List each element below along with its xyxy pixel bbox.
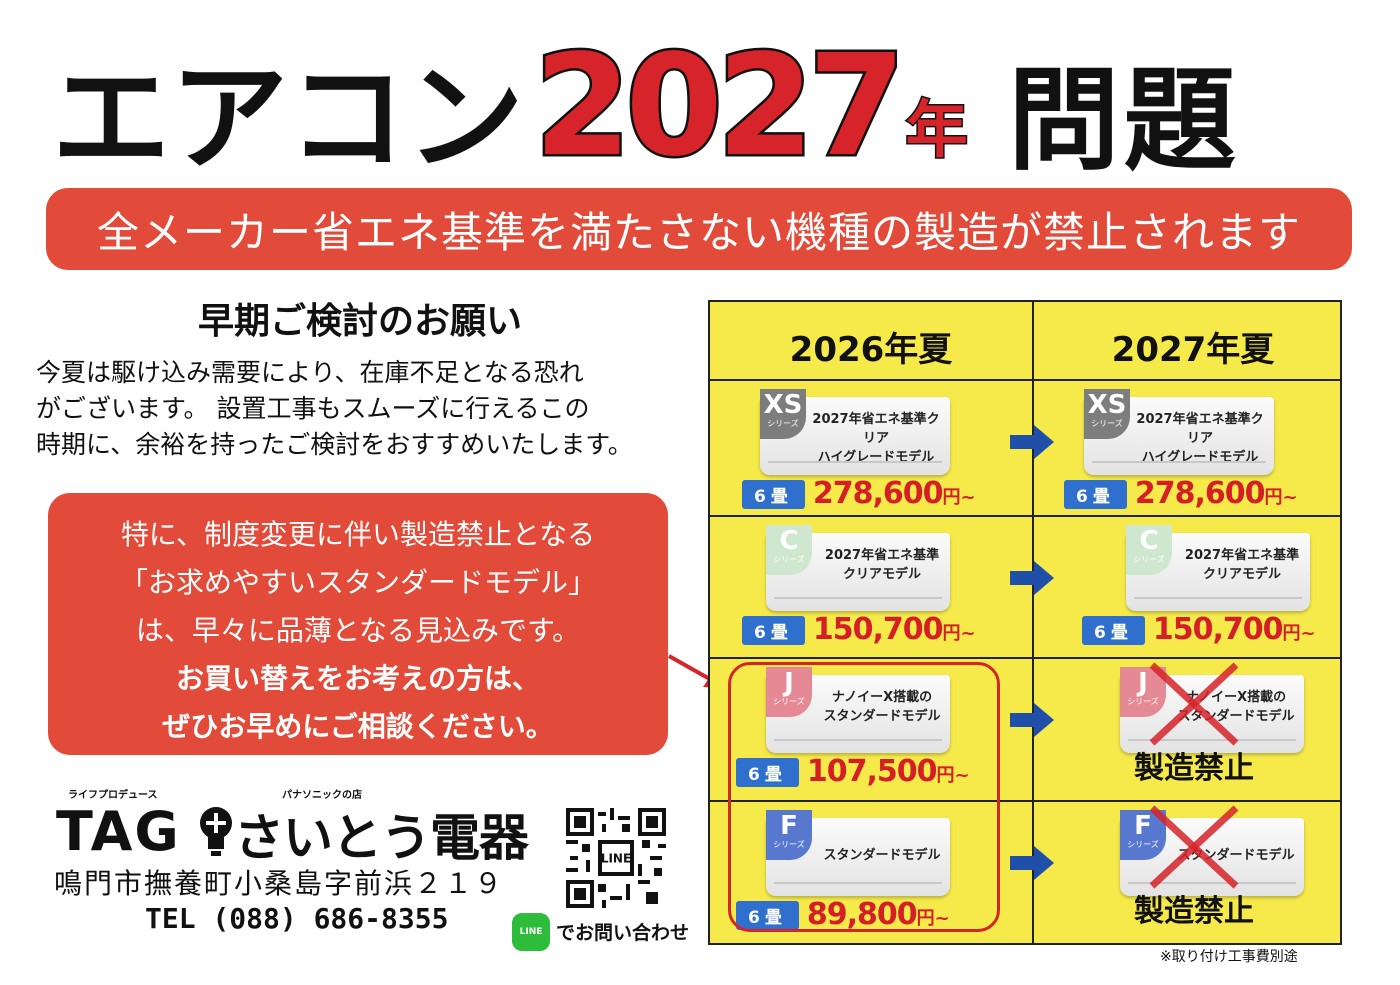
price-amount: 150,700	[1152, 612, 1284, 647]
series-badge-f: F シリーズ	[1120, 810, 1166, 860]
store-tagline-right: パナソニックの店	[282, 790, 362, 801]
aircon-image: C シリーズ 2027年省エネ基準 クリアモデル	[766, 525, 950, 611]
production-stopped-label: 製造禁止	[1134, 751, 1254, 786]
request-heading: 早期ご検討のお願い	[197, 301, 522, 342]
callout-line: 「お求めやすいスタンダードモデル」	[119, 566, 596, 599]
series-badge-xs: XS シリーズ	[1084, 389, 1130, 439]
callout-line: 特に、制度変更に伴い製造禁止となる	[120, 518, 596, 551]
title-year: 2027	[532, 25, 909, 188]
cross-icon	[1149, 805, 1239, 889]
line-app-icon[interactable]: LINE	[512, 913, 550, 951]
room-size-badge: 6畳	[742, 480, 805, 509]
price-row: 6畳 150,700 円~	[1082, 615, 1316, 645]
store-phone[interactable]: TEL (088) 686-8355	[145, 902, 449, 935]
room-size-badge: 6畳	[736, 758, 799, 787]
price-amount: 150,700	[812, 612, 944, 647]
price-unit: 円~	[942, 623, 976, 644]
aircon-image: XS シリーズ 2027年省エネ基準クリア ハイグレードモデル	[1084, 389, 1274, 475]
qr-label: LINE	[601, 851, 631, 865]
cell-xs-2026: XS シリーズ 2027年省エネ基準クリア ハイグレードモデル 6畳 278,600…	[710, 381, 1054, 521]
store-address: 鳴門市撫養町小桑島字前浜２１９	[54, 867, 505, 900]
cell-c-2027: C シリーズ 2027年省エネ基準 クリアモデル 6畳 150,700 円~	[1034, 517, 1354, 657]
aircon-image: F シリーズ スタンダードモデル	[1120, 810, 1304, 896]
column-divider	[1032, 302, 1034, 943]
price-unit: 円~	[1264, 487, 1298, 508]
title-prefix: エアコン	[52, 49, 525, 187]
footnote: ※取り付け工事費別途	[1160, 949, 1298, 965]
right-arrow-icon	[1010, 561, 1054, 595]
row-divider	[710, 657, 1340, 659]
aircon-image: F シリーズ スタンダードモデル	[766, 810, 950, 896]
cell-j-2027: J シリーズ ナノイーX搭載の スタンダードモデル 製造禁止	[1034, 659, 1354, 799]
row-divider	[710, 379, 1340, 381]
price-row: 6畳 150,700 円~	[742, 615, 976, 645]
price-amount: 278,600	[812, 476, 944, 511]
model-desc: 2027年省エネ基準 クリアモデル	[1184, 548, 1300, 582]
price-unit: 円~	[916, 908, 950, 929]
room-size-badge: 6畳	[1082, 616, 1145, 645]
right-arrow-icon	[1010, 846, 1054, 880]
cell-c-2026: C シリーズ 2027年省エネ基準 クリアモデル 6畳 150,700 円~	[710, 517, 1054, 657]
model-desc: スタンダードモデル	[823, 848, 941, 863]
cell-j-2026: J シリーズ ナノイーX搭載の スタンダードモデル 6畳 107,500 円~	[710, 659, 1054, 799]
series-badge-xs: XS シリーズ	[760, 389, 806, 439]
callout-line: は、早々に品薄となる見込みです。	[135, 614, 581, 647]
right-arrow-icon	[1010, 703, 1054, 737]
right-arrow-icon	[1010, 425, 1054, 459]
model-desc: 2027年省エネ基準クリア ハイグレードモデル	[812, 412, 940, 465]
column-header-2027: 2027年夏	[1111, 330, 1275, 370]
row-divider	[710, 515, 1340, 517]
request-line: 時期に、余裕を持ったご検討をおすすめいたします。	[36, 430, 633, 459]
aircon-image: XS シリーズ 2027年省エネ基準クリア ハイグレードモデル	[760, 389, 950, 475]
callout-bold-line: ぜひお早めにご相談ください。	[162, 710, 554, 743]
price-amount: 107,500	[806, 754, 938, 789]
price-row: 6畳 278,600 円~	[1064, 479, 1298, 509]
callout-bold-line: お買い替えをお考えの方は、	[175, 662, 540, 695]
request-body: 今夏は駆け込み需要により、在庫不足となる恐れ がございます。 設置工事もスムーズ…	[36, 355, 716, 463]
model-desc: ナノイーX搭載の スタンダードモデル	[823, 690, 941, 724]
callout-box: 特に、制度変更に伴い製造禁止となる 「お求めやすいスタンダードモデル」 は、早々…	[48, 493, 668, 755]
price-row: 6畳 107,500 円~	[736, 757, 970, 787]
production-stopped-label: 製造禁止	[1134, 894, 1254, 929]
series-badge-c: C シリーズ	[1126, 525, 1172, 575]
store-logo-tag: TAG	[56, 800, 181, 863]
store-tagline-left: ライフプロデュース	[68, 790, 158, 801]
series-badge-c: C シリーズ	[766, 525, 812, 575]
aircon-image: J シリーズ ナノイーX搭載の スタンダードモデル	[766, 667, 950, 753]
lightbulb-icon	[200, 807, 232, 856]
price-unit: 円~	[1282, 623, 1316, 644]
line-contact-text[interactable]: でお問い合わせ	[556, 922, 690, 944]
price-amount: 278,600	[1134, 476, 1266, 511]
price-row: 6畳 278,600 円~	[742, 479, 976, 509]
request-line: 今夏は駆け込み需要により、在庫不足となる恐れ	[36, 358, 584, 387]
cell-f-2027: F シリーズ スタンダードモデル 製造禁止	[1034, 802, 1354, 942]
title-nen: 年	[904, 92, 969, 168]
store-name: さいとう電器	[234, 809, 529, 867]
title-suffix: 問題	[1007, 56, 1240, 186]
model-desc: 2027年省エネ基準クリア ハイグレードモデル	[1136, 412, 1264, 465]
model-desc: 2027年省エネ基準 クリアモデル	[824, 548, 940, 582]
price-unit: 円~	[942, 487, 976, 508]
room-size-badge: 6畳	[1064, 480, 1127, 509]
cross-icon	[1149, 662, 1239, 746]
highlight-frame	[728, 662, 1000, 932]
column-header-2026: 2026年夏	[789, 330, 953, 370]
row-divider	[710, 800, 1340, 802]
request-line: がございます。 設置工事もスムーズに行えるこの	[36, 394, 590, 423]
headline-banner: 全メーカー省エネ基準を満たさない機種の製造が禁止されます	[46, 188, 1352, 270]
page-title: エアコン 2027 年 問題	[52, 34, 1362, 187]
series-badge-f: F シリーズ	[766, 810, 812, 860]
qr-code-icon[interactable]: LINE	[566, 808, 666, 908]
series-badge-j: J シリーズ	[766, 667, 812, 717]
cell-xs-2027: XS シリーズ 2027年省エネ基準クリア ハイグレードモデル 6畳 278,600…	[1034, 381, 1354, 521]
aircon-image: C シリーズ 2027年省エネ基準 クリアモデル	[1126, 525, 1310, 611]
room-size-badge: 6畳	[742, 616, 805, 645]
price-amount: 89,800	[806, 897, 918, 932]
price-unit: 円~	[936, 765, 970, 786]
